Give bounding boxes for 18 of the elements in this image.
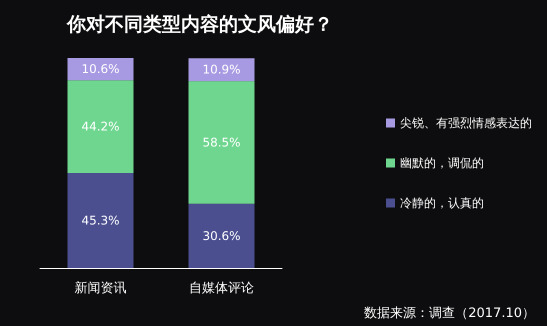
chart-title: 你对不同类型内容的文风偏好？ (66, 14, 333, 36)
bar (68, 80, 134, 173)
bar (188, 58, 254, 82)
bar (188, 204, 254, 268)
bar (68, 172, 134, 268)
bar (188, 81, 254, 204)
data-label: 45.3% (81, 213, 120, 228)
data-label: 44.2% (81, 120, 120, 134)
data-label: 10.6% (81, 62, 120, 76)
data-label: 58.5% (202, 135, 241, 150)
x-tick-label: 新闻资讯 (74, 281, 126, 296)
data-label: 10.9% (202, 62, 241, 77)
legend-label: 幽默的，调侃的 (400, 156, 484, 170)
data-label: 30.6% (202, 228, 241, 243)
legend-label: 冷静的，认真的 (400, 196, 484, 210)
legend-label: 尖锐、有强烈情感表达的 (400, 116, 532, 130)
x-tick-label: 自媒体评论 (189, 281, 254, 296)
source-note: 数据来源：调查（2017.10） (364, 306, 536, 321)
